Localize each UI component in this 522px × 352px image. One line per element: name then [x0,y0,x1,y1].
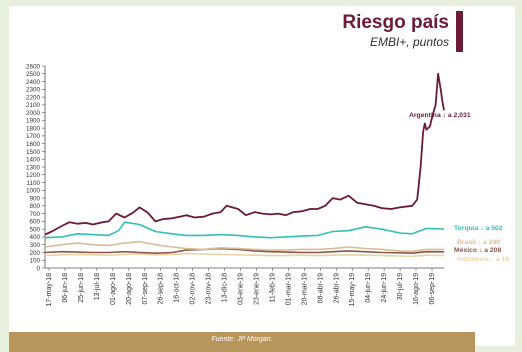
y-tick-label: 0 [36,265,40,272]
y-tick-label: 1300 [26,164,41,171]
y-tick-label: 1800 [26,125,41,132]
chart-title: Riesgo país [342,12,449,33]
x-tick-label: 26-sep-18 [158,273,165,305]
y-tick-label: 2500 [26,71,41,78]
y-tick-label: 2100 [26,102,41,109]
x-tick-label: 15-may-19 [349,273,356,307]
series-line-indonesia [44,252,445,258]
y-tick-label: 800 [29,203,40,210]
x-tick-label: 01-mar-19 [285,273,292,305]
down-arrow-icon: ↓ [443,112,448,119]
y-tick-label: 200 [29,250,40,257]
x-tick-label: 26-abr-19 [333,273,340,303]
x-tick-label: 08-abr-19 [317,273,324,303]
y-tick-label: 1100 [26,180,40,187]
x-tick-label: 13-dic-18 [222,273,229,302]
x-tick-label: 23-nov-18 [206,273,213,305]
y-tick-label: 600 [29,219,40,226]
y-tick-label: 300 [29,242,40,249]
y-tick-label: 2600 [26,63,41,70]
series-line-méxico [44,247,445,254]
x-tick-label: 30-jul-19 [397,273,404,300]
y-tick-label: 1900 [26,118,41,125]
y-tick-label: 700 [29,211,40,218]
y-tick-label: 2400 [26,79,41,86]
y-tick-label: 400 [29,234,40,241]
y-tick-label: 1200 [26,172,41,179]
x-tick-label: 23-ene-19 [253,273,260,305]
series-line-turquía [44,221,445,239]
line-chart: 0100200300400500600700800900100011001200… [26,63,509,307]
down-arrow-icon: ↓ [478,239,483,246]
x-tick-label: 13-jul-18 [94,273,101,300]
y-tick-label: 1000 [26,188,41,195]
x-tick-label: 03-ene-19 [238,273,245,305]
series-end-label: Brasil ↓ a 240 [457,239,500,246]
series-line-brasil [44,240,444,253]
x-tick-label: 11-feb-19 [269,273,276,303]
x-tick-label: 20-mar-19 [301,273,308,305]
down-arrow-icon: ↓ [491,256,496,263]
y-tick-label: 1600 [26,141,41,148]
x-tick-label: 07-sep-18 [142,273,149,305]
series-end-label: México ↓ a 208 [454,247,501,254]
y-tick-label: 1500 [26,149,41,156]
y-tick-label: 1700 [26,133,41,140]
x-tick-label: 24-jun-19 [381,273,388,303]
x-tick-label: 06-jun-18 [62,273,69,303]
y-tick-label: 500 [29,226,40,233]
y-tick-label: 2200 [26,94,41,101]
y-tick-label: 1400 [26,157,41,164]
chart-subtitle: EMBI+, puntos [369,35,449,49]
footer-bar: Fuente: JP Morgan. [9,332,475,352]
down-arrow-icon: ↓ [479,247,484,254]
series-end-label: Indonesia ↓ a 16 [457,256,509,263]
x-tick-label: 16-oct-18 [174,273,181,303]
y-tick-label: 900 [29,195,40,202]
down-arrow-icon: ↓ [480,225,485,232]
title-accent-bar [456,11,463,52]
x-tick-label: 02-nov-18 [190,273,197,305]
x-tick-label: 17-may-18 [46,273,53,307]
x-tick-label: 04-jun-19 [365,273,372,303]
x-tick-label: 25-jun-18 [78,273,85,303]
y-tick-label: 2300 [26,87,41,94]
x-tick-label: 16-ago-19 [413,273,420,305]
y-tick-label: 100 [29,258,40,265]
series-end-label: Argentina ↓ a 2,031 [409,112,471,119]
series-end-label: Turquía ↓ a 502 [454,225,503,232]
chart-card: Riesgo país EMBI+, puntos 0 100 200 300 400 5… [9,6,515,352]
source-note: Fuente: JP Morgan. [211,336,273,343]
y-tick-label: 2000 [26,110,41,117]
x-tick-label: 06-sep-19 [429,273,436,305]
x-tick-label: 20-ago-18 [126,273,133,305]
x-tick-label: 01-ago-18 [110,273,117,305]
series-line-argentina [44,72,445,236]
